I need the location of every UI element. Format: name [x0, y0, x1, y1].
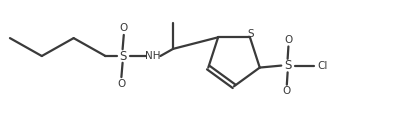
Text: NH: NH: [145, 51, 160, 61]
Text: S: S: [248, 29, 254, 39]
Text: O: O: [284, 35, 293, 45]
Text: Cl: Cl: [318, 61, 328, 71]
Text: S: S: [119, 50, 126, 63]
Text: O: O: [120, 23, 128, 33]
Text: O: O: [283, 86, 291, 96]
Text: S: S: [284, 59, 291, 72]
Text: O: O: [117, 79, 125, 89]
